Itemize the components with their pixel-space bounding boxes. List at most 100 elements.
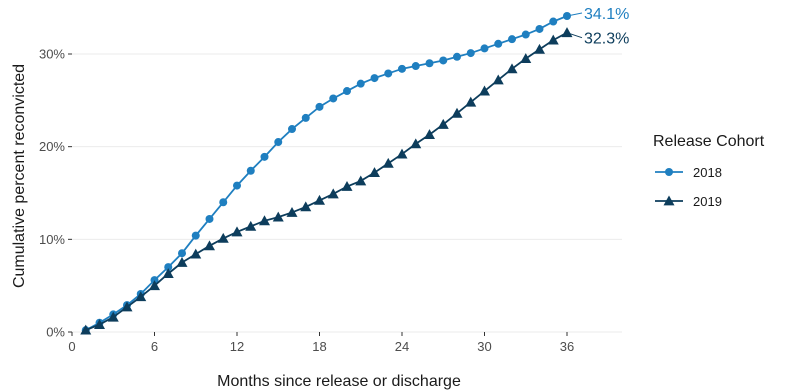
- data-point-circle: [343, 87, 351, 96]
- data-point-circle: [480, 44, 489, 53]
- data-point-triangle: [327, 188, 339, 199]
- axes: 0% 10% 20% 30% 0 6 12 18 24 30 36: [39, 46, 574, 354]
- data-point-triangle: [300, 201, 312, 212]
- data-point-triangle: [520, 53, 532, 64]
- data-point-circle: [466, 49, 475, 58]
- data-point-circle: [233, 181, 241, 190]
- data-point-triangle: [94, 319, 105, 329]
- x-tick-label: 36: [560, 339, 574, 354]
- data-point-circle: [398, 64, 406, 73]
- data-point-circle: [246, 166, 255, 175]
- y-axis-title: Cumulative percent reconvicted: [11, 64, 28, 288]
- data-point-circle: [384, 69, 393, 78]
- data-point-circle: [439, 56, 448, 65]
- data-point-circle: [274, 138, 283, 147]
- x-tick-label: 12: [230, 339, 244, 354]
- data-point-circle: [411, 62, 420, 71]
- data-point-triangle: [245, 220, 257, 231]
- data-point-circle: [508, 35, 516, 44]
- data-point-circle: [315, 102, 324, 111]
- end-labels: 34.1% 32.3%: [566, 6, 629, 48]
- data-point-circle: [219, 198, 228, 207]
- data-point-circle: [494, 39, 503, 48]
- legend-item-2018: 2018: [655, 165, 722, 180]
- data-point-triangle: [437, 118, 449, 129]
- legend: Release Cohort 2018 2019: [653, 133, 765, 209]
- data-point-circle: [178, 249, 186, 258]
- end-label-connector: [566, 12, 583, 17]
- end-value-label: 34.1%: [584, 6, 629, 23]
- data-point-triangle: [465, 96, 477, 107]
- data-point-triangle: [341, 181, 353, 191]
- x-axis-title: Months since release or discharge: [217, 373, 461, 390]
- data-point-circle: [563, 12, 571, 20]
- data-point-triangle: [492, 74, 504, 85]
- legend-items: 2018 2019: [655, 165, 722, 209]
- data-point-triangle: [135, 291, 147, 302]
- y-tick-label: 30%: [39, 46, 65, 61]
- end-value-label: 32.3%: [584, 31, 629, 48]
- data-point-circle: [191, 231, 200, 240]
- data-point-triangle: [534, 43, 545, 54]
- data-point-circle: [370, 74, 379, 83]
- data-point-circle: [150, 276, 159, 285]
- data-point-triangle: [410, 138, 422, 149]
- data-point-circle: [535, 24, 544, 33]
- data-point-triangle: [272, 211, 284, 222]
- data-point-triangle: [561, 27, 573, 38]
- data-point-circle: [329, 94, 338, 103]
- legend-circle-icon: [665, 168, 673, 176]
- data-point-triangle: [396, 148, 408, 159]
- data-point-triangle: [231, 226, 243, 237]
- data-point-triangle: [121, 301, 133, 312]
- data-point-triangle: [204, 240, 215, 251]
- data-point-triangle: [506, 63, 518, 74]
- x-tick-label: 24: [395, 339, 409, 354]
- data-point-triangle: [382, 157, 394, 168]
- legend-title: Release Cohort: [653, 133, 765, 150]
- series-lines: [80, 12, 573, 335]
- data-point-circle: [453, 52, 461, 61]
- data-point-triangle: [176, 256, 188, 267]
- legend-triangle-icon: [663, 195, 675, 206]
- gridlines: [72, 53, 622, 333]
- x-tick-label: 0: [68, 339, 75, 354]
- data-point-triangle: [314, 194, 325, 205]
- data-point-circle: [356, 79, 365, 88]
- x-tick-label: 30: [477, 339, 491, 354]
- end-label-connector: [566, 32, 583, 39]
- data-point-triangle: [451, 107, 463, 118]
- data-point-triangle: [424, 129, 435, 140]
- legend-label: 2019: [693, 194, 722, 209]
- data-point-circle: [260, 152, 269, 161]
- data-point-circle: [288, 125, 296, 134]
- data-point-circle: [164, 263, 173, 272]
- data-point-circle: [425, 59, 434, 68]
- x-tick-label: 18: [312, 339, 326, 354]
- series-line: [85, 31, 568, 331]
- data-point-triangle: [190, 248, 202, 259]
- data-point-triangle: [547, 34, 559, 45]
- data-point-triangle: [162, 268, 174, 279]
- legend-label: 2018: [693, 165, 722, 180]
- legend-item-2019: 2019: [655, 194, 722, 209]
- data-point-triangle: [259, 215, 270, 226]
- data-point-circle: [205, 214, 214, 223]
- data-point-triangle: [479, 85, 490, 96]
- data-point-triangle: [355, 175, 367, 186]
- y-tick-label: 10%: [39, 232, 65, 247]
- data-point-circle: [521, 30, 530, 39]
- data-point-triangle: [286, 206, 298, 217]
- data-point-circle: [549, 17, 558, 26]
- data-point-circle: [301, 113, 310, 122]
- x-tick-label: 6: [151, 339, 158, 354]
- y-tick-label: 0%: [46, 325, 65, 340]
- series-2019: [80, 27, 573, 335]
- data-point-triangle: [107, 311, 119, 322]
- data-point-triangle: [80, 324, 92, 335]
- data-point-triangle: [369, 167, 380, 178]
- data-point-triangle: [149, 280, 160, 291]
- y-tick-label: 20%: [39, 139, 65, 154]
